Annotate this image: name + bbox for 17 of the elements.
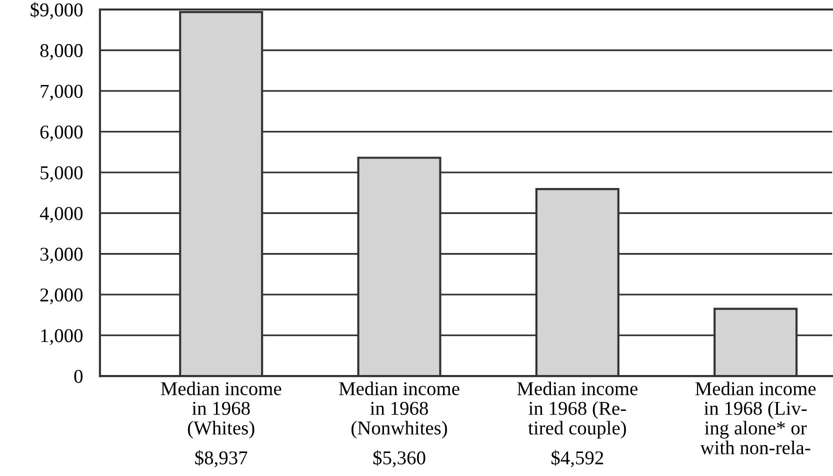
y-tick-label: 3,000 <box>40 248 83 264</box>
x-tick-label: Median income in 1968 (Whites) <box>160 382 282 439</box>
y-tick-label: 0 <box>74 370 83 383</box>
y-tick-label: 7,000 <box>40 84 83 101</box>
y-tick-label: 4,000 <box>40 206 83 223</box>
y-tick-label: 8,000 <box>40 44 83 60</box>
x-tick-label: Median income in 1968 (Liv- ing alone* or with non-rela- <box>695 382 816 454</box>
y-tick-label: 5,000 <box>40 166 83 182</box>
data-label: $4,592 <box>552 450 604 468</box>
y-tick-label: 2,000 <box>40 288 83 304</box>
data-label: $5,360 <box>373 450 426 468</box>
data-label: $8,937 <box>195 450 248 468</box>
y-tick-label: 6,000 <box>40 126 83 142</box>
y-tick-label: $9,000 <box>30 2 83 20</box>
x-tick-label: Median income in 1968 (Nonwhites) <box>339 382 460 439</box>
x-tick-label: Median income in 1968 (Re- tired couple) <box>517 382 638 439</box>
y-tick-label: 1,000 <box>41 329 83 346</box>
